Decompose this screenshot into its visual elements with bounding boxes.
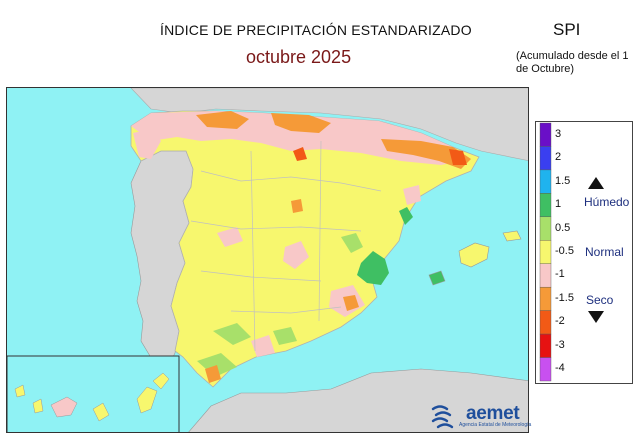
spi-moderate-wet-east <box>341 233 363 253</box>
legend-tick-label: 1 <box>555 198 562 211</box>
canary-island-3 <box>50 396 78 418</box>
legend-swatch <box>539 357 552 382</box>
spi-wet-castellon <box>399 207 413 225</box>
spi-very-dry-cadiz <box>205 365 221 383</box>
spi-very-dry-basque <box>271 113 331 133</box>
legend-wet-label: Húmedo <box>584 195 630 209</box>
spi-dry-south <box>251 335 275 357</box>
canary-island-1 <box>14 384 26 398</box>
spi-dry-center-west <box>217 227 243 247</box>
legend-tick-label: -0.5 <box>555 245 574 257</box>
legend-tick-label: -4 <box>555 362 565 375</box>
legend-swatch <box>539 263 552 288</box>
canary-island-5 <box>136 386 158 414</box>
map-title: ÍNDICE DE PRECIPITACIÓN ESTANDARIZADO <box>160 22 472 38</box>
triangle-up-icon <box>588 177 604 189</box>
legend-tick-label: -2 <box>555 315 565 328</box>
spi-moderate-wet-center <box>273 327 297 345</box>
legend-tick-label: 2 <box>555 151 562 164</box>
spi-dry-east-coast <box>403 185 421 205</box>
canary-island-4 <box>92 402 110 422</box>
legend-swatch <box>539 286 552 311</box>
spi-very-dry-center <box>291 199 303 213</box>
legend-tick-label: -3 <box>555 338 565 351</box>
spi-dry-madrid <box>283 241 309 269</box>
aemet-logo-icon <box>431 405 454 429</box>
legend-swatch <box>539 216 552 241</box>
legend-tick-label: 1.5 <box>555 174 571 187</box>
legend-swatch <box>539 240 552 264</box>
spi-extreme-dry-catalonia <box>449 149 467 165</box>
ibiza <box>428 270 446 286</box>
africa-land <box>188 368 528 432</box>
map-canvas <box>7 88 528 432</box>
map-subtitle: octubre 2025 <box>246 47 352 67</box>
legend-tick-label: 3 <box>555 127 562 140</box>
spi-legend <box>535 121 633 384</box>
legend-swatch <box>539 193 552 218</box>
spi-very-dry-pyrenees <box>381 139 471 169</box>
legend-dry-label: Seco <box>586 293 614 307</box>
province-boundaries <box>190 140 382 352</box>
legend-tick-label: -1 <box>555 268 565 281</box>
canary-island-2 <box>32 398 44 414</box>
spi-very-dry-murcia <box>343 295 359 311</box>
legend-swatch <box>539 310 552 335</box>
legend-tick-label: 0.5 <box>555 221 571 234</box>
legend-swatch <box>539 146 552 171</box>
spi-map <box>6 87 529 433</box>
menorca <box>502 230 522 242</box>
spi-moderate-wet-south <box>213 323 251 345</box>
accumulation-note: (Acumulado desde el 1 de Octubre) <box>516 50 629 75</box>
aemet-logo-text: aemet <box>466 403 520 424</box>
legend-normal-label: Normal <box>585 245 624 259</box>
mallorca <box>458 242 490 268</box>
index-label: SPI <box>553 20 581 39</box>
spi-extreme-dry-navarra <box>293 147 307 161</box>
canary-island-6 <box>152 372 170 390</box>
spi-very-dry-cantabria <box>196 111 249 129</box>
triangle-down-icon <box>588 311 604 323</box>
legend-swatch <box>539 169 552 194</box>
spi-dry-galicia <box>133 129 161 159</box>
legend-tick-label: -1.5 <box>555 291 574 304</box>
legend-swatch <box>539 122 552 147</box>
legend-swatch <box>539 333 552 358</box>
legend-colorbar <box>539 122 552 382</box>
aemet-logo-tagline: Agencia Estatal de Meteorología <box>459 422 532 428</box>
spi-wet-valencia <box>357 251 389 285</box>
